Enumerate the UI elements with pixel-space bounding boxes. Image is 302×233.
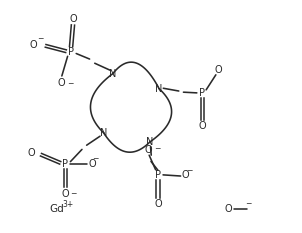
- Text: Gd: Gd: [50, 204, 64, 214]
- Text: O: O: [199, 121, 206, 131]
- Text: N: N: [109, 69, 117, 79]
- Text: −: −: [186, 166, 192, 175]
- Text: P: P: [199, 88, 205, 98]
- Text: O: O: [58, 78, 65, 88]
- Text: O: O: [88, 158, 96, 168]
- Text: N: N: [100, 128, 107, 138]
- Text: O: O: [69, 14, 77, 24]
- Text: O: O: [224, 204, 232, 214]
- Text: O: O: [154, 199, 162, 209]
- Text: −: −: [70, 190, 77, 199]
- Text: P: P: [155, 170, 161, 180]
- Text: −: −: [92, 154, 98, 163]
- Text: −: −: [154, 144, 160, 153]
- Text: O: O: [144, 145, 152, 155]
- Text: −: −: [37, 34, 44, 43]
- Text: O: O: [30, 40, 37, 50]
- Text: −: −: [246, 199, 252, 209]
- Text: O: O: [215, 65, 223, 75]
- Text: −: −: [67, 79, 73, 88]
- Text: P: P: [62, 159, 68, 169]
- Text: 3+: 3+: [62, 200, 74, 209]
- Text: O: O: [182, 170, 189, 180]
- Text: N: N: [146, 137, 153, 147]
- Text: O: O: [27, 148, 35, 158]
- Text: N: N: [156, 84, 163, 94]
- Text: P: P: [68, 47, 74, 57]
- Text: O: O: [62, 189, 69, 199]
